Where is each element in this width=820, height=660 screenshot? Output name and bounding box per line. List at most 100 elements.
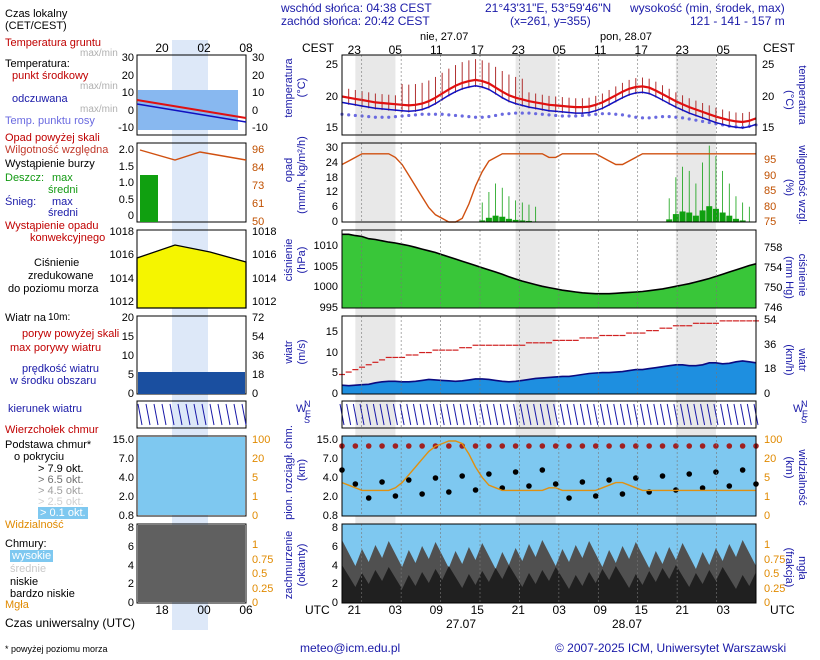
dew-point-dot: [380, 115, 384, 119]
fog-axis-title: mgła: [796, 556, 808, 580]
left-press-tick-right: 1018: [252, 226, 277, 238]
footer-email[interactable]: meteo@icm.edu.pl: [300, 641, 401, 655]
coverage-tick: 6: [331, 540, 338, 553]
left-press-tick: 1014: [109, 272, 134, 285]
wind-dir-arrow: [426, 403, 432, 426]
dew-point-dot: [687, 117, 691, 121]
temp-axis-unit-right: (°C): [783, 90, 795, 110]
left-vis-tick: 5: [252, 472, 259, 484]
left-wind-arrow: [225, 403, 231, 426]
dew-point-dot: [574, 114, 578, 118]
cloud-extent-tick: 2.0: [322, 491, 338, 503]
left-fog-tick: 1: [252, 539, 259, 551]
cloud-top-dot: [539, 443, 546, 449]
dew-point-dot: [427, 112, 431, 116]
cloud-extent-tick: 15.0: [316, 434, 338, 446]
dew-point-dot: [527, 111, 531, 115]
cloud-top-dot: [365, 443, 372, 449]
left-wind-arrow: [153, 403, 159, 426]
cloud-base-dot: [713, 469, 719, 475]
top-hour-label: 17: [634, 43, 648, 57]
coords-text: 21°43'31"E, 53°59'46"N: [485, 1, 612, 15]
top-hour-label: 05: [388, 43, 402, 57]
cloud-top-dot: [579, 443, 586, 449]
vis-tick: 100: [764, 434, 783, 446]
wind-dir-arrow: [439, 403, 445, 426]
left-fog-tick: 0.75: [252, 553, 274, 566]
wind-dir-arrow: [553, 403, 559, 426]
sunrise-text: wschód słońca: 04:38 CEST: [281, 1, 432, 15]
elevation-title: wysokość (min, środek, max): [630, 1, 785, 15]
wind-dir-arrow: [693, 403, 699, 426]
cloud-base-dot: [392, 493, 399, 499]
vis-tick: 20: [764, 453, 777, 465]
dew-point-dot: [387, 115, 391, 119]
cloud-top-dot: [486, 443, 492, 449]
night-band-0: [355, 55, 396, 603]
wind-dir-arrow: [366, 403, 372, 426]
left-top-hour: 20: [155, 41, 169, 55]
wind-dir-arrow: [446, 403, 452, 426]
dew-point-dot: [407, 113, 411, 118]
bottom-date-2: 28.07: [612, 617, 643, 631]
left-kmh-tick: 18: [252, 369, 265, 381]
cloud-top-dot: [673, 443, 679, 449]
compass-left-w: W: [296, 403, 307, 415]
rh-tick: 80: [764, 200, 777, 213]
left-press-tick: 1016: [109, 249, 134, 262]
dew-point-dot: [667, 115, 671, 119]
wind-dir-arrow: [486, 403, 492, 426]
left-wind-tick: 10: [121, 350, 134, 362]
wind-dir-arrow: [680, 403, 686, 426]
wind-dir-arrow: [593, 403, 599, 426]
precip-tick: 6: [331, 201, 338, 214]
left-rh-line: [139, 149, 247, 161]
wind-dir-arrow: [599, 403, 605, 426]
wind-dir-arrow: [546, 403, 552, 426]
left-prec-tick: 2.0: [118, 144, 134, 156]
cloud-top-dot: [646, 443, 652, 449]
temp-label: Temperatura:: [5, 58, 70, 70]
cloud-top-dot: [713, 443, 719, 449]
vlow-clouds-label: bardzo niskie: [10, 588, 75, 600]
dew-point-dot: [514, 111, 518, 115]
left-kmh-tick: 36: [252, 350, 265, 362]
left-temp-tick-right: -10: [252, 122, 268, 134]
utc-label: Czas uniwersalny (UTC): [5, 616, 136, 630]
cloud-top-dot: [392, 443, 399, 449]
bottom-hour-label: 03: [716, 603, 730, 617]
left-wind-arrow: [185, 403, 191, 426]
vis-tick: 5: [764, 472, 771, 484]
okta-45-label: > 4.5 okt.: [38, 485, 84, 497]
cloud-base-dot: [405, 477, 412, 483]
temp-maxmin-label: max/min: [80, 81, 118, 92]
top-hour-label: 05: [552, 43, 566, 57]
left-frame-l-cov: [136, 523, 247, 604]
bottom-hour-label: 09: [429, 603, 443, 617]
visibility-label: Widzialność: [5, 519, 64, 531]
compass-left-s: S: [304, 415, 311, 425]
wind-dir-arrow: [586, 403, 592, 426]
cloud-base-dot: [659, 473, 666, 479]
wind-dir-arrow: [660, 403, 666, 426]
gust-above-label: poryw powyżej skali: [22, 328, 120, 340]
left-top-hour: 02: [197, 41, 211, 55]
temp-axis-title: temperatura: [283, 58, 295, 118]
kmh-axis-unit: (km/h): [783, 344, 795, 376]
temp-tick-right: 15: [762, 122, 775, 134]
kmh-tick: 18: [764, 363, 777, 376]
wind-dir-arrow: [653, 403, 659, 426]
left-frame-l-cb: [136, 435, 247, 517]
left-wind-arrow: [193, 403, 199, 426]
left-rh-tick: 50: [252, 216, 265, 228]
dew-point-dot: [480, 115, 484, 119]
dew-point-dot: [447, 113, 451, 117]
left-wind-arrow: [209, 403, 215, 426]
cloud-top-label: Wierzchołek chmur: [5, 424, 99, 436]
rain-max-label: max: [52, 172, 73, 184]
dew-point-dot: [694, 118, 698, 122]
vis-axis-unit: (km): [783, 456, 795, 479]
left-bottom-hour: 18: [155, 603, 169, 617]
dew-point-dot: [367, 115, 371, 119]
left-wind-tick: 0: [127, 388, 134, 400]
